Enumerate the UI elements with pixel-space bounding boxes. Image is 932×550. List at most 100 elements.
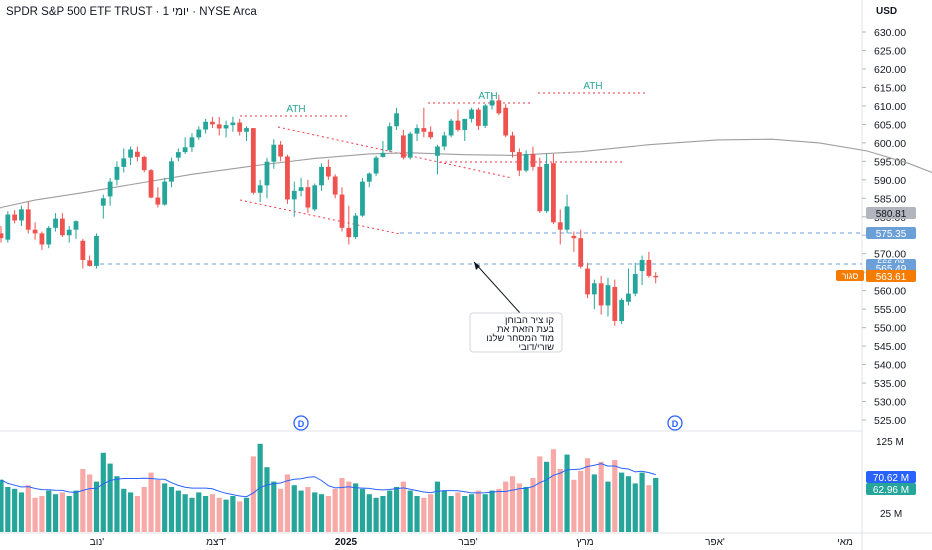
volume-bar-up bbox=[625, 476, 632, 532]
candle-up bbox=[632, 274, 638, 294]
candle-down bbox=[39, 233, 45, 245]
candle-up bbox=[469, 109, 474, 119]
price-axis[interactable]: 525.00 530.00 535.00 540.00 545.00 550.00 555.… bbox=[862, 27, 906, 427]
candle-down bbox=[325, 166, 331, 177]
candle-up bbox=[380, 152, 386, 157]
volume-bar-up bbox=[0, 479, 4, 532]
candles[interactable] bbox=[0, 92, 659, 326]
time-axis[interactable]: נוב' דצמ' 2025 פבר' מרץ אפר' מאי bbox=[90, 537, 853, 548]
volume-bar-up bbox=[591, 474, 597, 532]
volume-bar-up bbox=[653, 478, 659, 532]
candle-up bbox=[619, 299, 625, 321]
volume-bar-down bbox=[578, 470, 584, 532]
candle-up bbox=[387, 126, 393, 151]
candle-up bbox=[414, 128, 420, 134]
volume-bar-down bbox=[148, 472, 154, 532]
price-tick-label: 620.00 bbox=[874, 64, 906, 76]
volume-bar-down bbox=[155, 479, 161, 532]
candle-up bbox=[244, 128, 249, 132]
volume-bar-up bbox=[121, 488, 127, 532]
volume-bar-up bbox=[434, 481, 441, 532]
volume-bar-up bbox=[127, 492, 134, 532]
candle-down bbox=[646, 259, 652, 276]
event-marker-1[interactable]: D bbox=[293, 415, 309, 431]
candle-down bbox=[135, 151, 140, 157]
candle-up bbox=[66, 229, 72, 236]
candle-up bbox=[360, 181, 365, 216]
candle-up bbox=[189, 137, 195, 148]
candle-down bbox=[455, 120, 461, 130]
price-tick-label: 560.00 bbox=[874, 286, 906, 298]
channel-lower-line[interactable] bbox=[239, 199, 401, 235]
candle-up bbox=[264, 161, 270, 186]
candle-up bbox=[489, 100, 495, 106]
volume-bar-up bbox=[312, 492, 318, 532]
candle-down bbox=[530, 153, 536, 167]
candle-up bbox=[94, 235, 99, 266]
volume-bar-down bbox=[537, 456, 543, 532]
ath-label-3: ATH bbox=[583, 81, 602, 92]
volume-bar-down bbox=[475, 490, 481, 532]
callout-line-2: בעת הזאת את bbox=[497, 324, 554, 335]
candle-up bbox=[73, 221, 79, 230]
volume-bar-up bbox=[639, 472, 645, 532]
volume-bar-up bbox=[462, 496, 468, 532]
volume-bar-down bbox=[584, 458, 591, 532]
volume-bar-up bbox=[387, 490, 393, 532]
event-marker-label: D bbox=[672, 419, 679, 429]
volume-bar-down bbox=[598, 461, 604, 532]
volume-bar-up bbox=[482, 494, 488, 532]
guide-575-text: 575.35 bbox=[876, 229, 907, 240]
price-tick-label: 630.00 bbox=[874, 27, 906, 39]
candle-up bbox=[107, 181, 113, 197]
volume-bar-down bbox=[428, 494, 434, 532]
guide-badge-575: 575.35 bbox=[866, 227, 916, 240]
candle-up bbox=[605, 285, 611, 306]
volume-bar-up bbox=[407, 490, 413, 532]
volume-bar-up bbox=[196, 492, 202, 532]
volume-bar-down bbox=[503, 481, 509, 532]
callout-line-1: קו ציר הבוחן bbox=[505, 315, 554, 326]
volume-bar-up bbox=[523, 487, 529, 532]
candle-up bbox=[203, 121, 208, 130]
candle-up bbox=[639, 259, 645, 272]
candle-down bbox=[216, 124, 222, 129]
candle-down bbox=[80, 240, 86, 260]
candle-down bbox=[25, 209, 31, 230]
candle-up bbox=[291, 190, 297, 200]
volume-bar-up bbox=[291, 485, 297, 532]
candle-down bbox=[12, 214, 18, 221]
candle-down bbox=[571, 235, 577, 239]
volume-bar-up bbox=[373, 497, 379, 532]
volume-bar-down bbox=[216, 497, 222, 532]
candle-up bbox=[441, 135, 447, 147]
volume-bar-up bbox=[162, 483, 168, 532]
candle-up bbox=[435, 146, 440, 156]
candle-up bbox=[169, 161, 174, 182]
volume-bar-up bbox=[175, 490, 181, 532]
time-label-dec: דצמ' bbox=[206, 537, 226, 548]
callout-arrowhead bbox=[474, 262, 480, 270]
candle-up bbox=[162, 181, 168, 205]
volume-bar-down bbox=[305, 487, 311, 532]
candle-down bbox=[476, 109, 481, 126]
volume-bar-up bbox=[271, 481, 277, 532]
price-tick-label: 535.00 bbox=[874, 378, 906, 390]
volume-bar-up bbox=[100, 452, 106, 532]
candle-down bbox=[32, 229, 38, 234]
event-marker-2[interactable]: D bbox=[667, 415, 683, 431]
volume-bar-up bbox=[544, 461, 550, 532]
volume-bar-up bbox=[605, 481, 611, 532]
candle-up bbox=[114, 166, 120, 180]
candle-up bbox=[175, 152, 181, 158]
volume-bar-up bbox=[414, 496, 420, 532]
last-price-text: 563.61 bbox=[876, 272, 907, 283]
callout-box[interactable] bbox=[469, 312, 563, 353]
price-tick-label: 530.00 bbox=[874, 397, 906, 409]
candle-up bbox=[121, 158, 127, 167]
volume-bar-up bbox=[73, 490, 79, 532]
candle-down bbox=[278, 144, 284, 157]
volume-bar-up bbox=[18, 492, 25, 532]
